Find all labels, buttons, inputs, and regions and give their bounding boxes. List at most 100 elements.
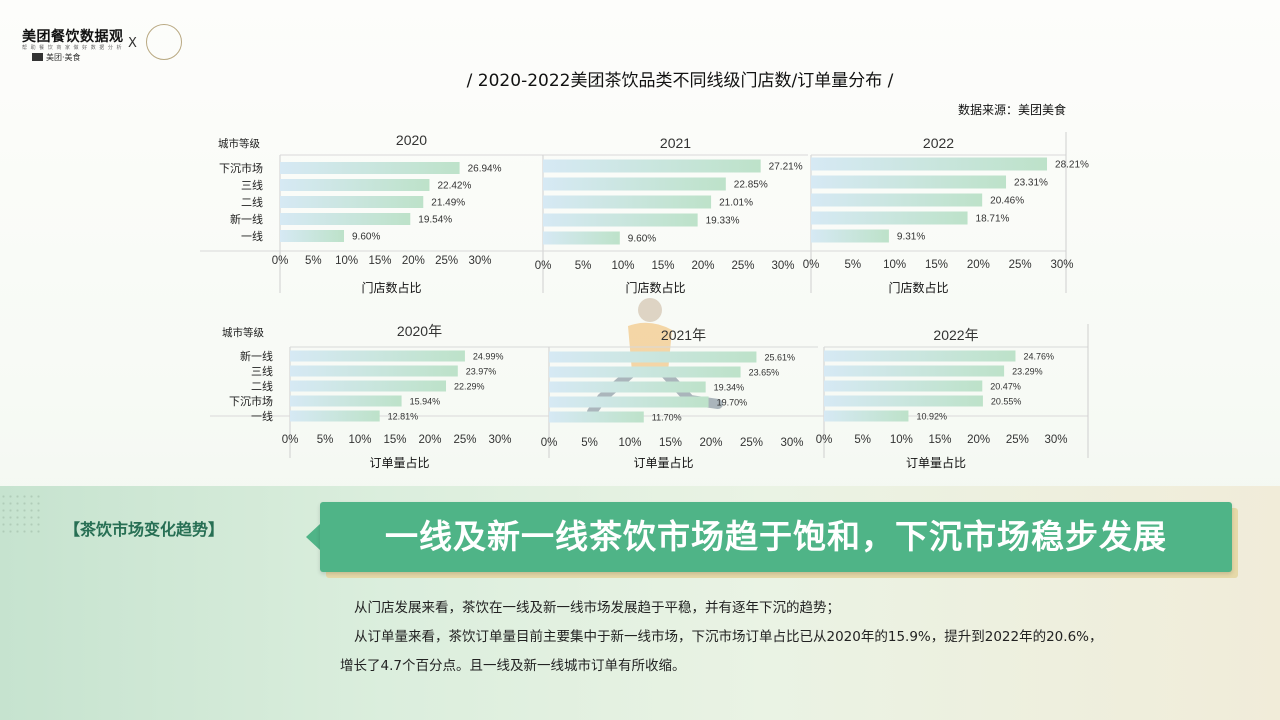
bar-三线 <box>280 179 430 191</box>
bar-二线 <box>824 380 983 392</box>
x-tick-label: 20% <box>418 434 441 446</box>
panel-title: 2022 <box>923 135 954 151</box>
bar-三线 <box>811 175 1007 189</box>
bar-下沉市场 <box>549 396 709 408</box>
x-tick-label: 5% <box>305 255 322 267</box>
bar-新一线 <box>824 350 1016 362</box>
data-label: 23.29% <box>1012 367 1043 377</box>
x-tick-label: 30% <box>468 255 491 267</box>
data-label: 22.85% <box>734 180 768 191</box>
x-tick-label: 15% <box>659 437 682 449</box>
data-label: 20.47% <box>990 382 1021 392</box>
bar-二线 <box>290 380 447 392</box>
x-tick-label: 20% <box>402 255 425 267</box>
bar-一线 <box>811 229 889 243</box>
headline-pointer <box>306 524 320 550</box>
bar-一线 <box>549 411 644 423</box>
x-tick-label: 10% <box>883 259 906 271</box>
x-tick-label: 10% <box>335 255 358 267</box>
x-tick-label: 20% <box>691 260 714 272</box>
summary-line-1: 从门店发展来看，茶饮在一线及新一线市场发展趋于平稳，并有逐年下沉的趋势； <box>354 600 840 616</box>
dot-pattern <box>0 493 42 533</box>
data-label: 15.94% <box>410 397 441 407</box>
kamen-seal-logo <box>146 24 182 60</box>
bar-一线 <box>280 230 344 242</box>
category-label: 下沉市场 <box>219 161 263 175</box>
x-tick-label: 0% <box>816 434 833 446</box>
data-label: 9.60% <box>628 234 656 245</box>
x-tick-label: 30% <box>488 434 511 446</box>
bar-三线 <box>543 177 726 191</box>
bar-一线 <box>290 410 380 422</box>
x-tick-label: 0% <box>535 260 552 272</box>
charts-canvas: 2020 城市等级 26.94% 下沉市场 22.42% 三线 21.49% 二线 19.54%… <box>200 132 1089 470</box>
bar-新一线 <box>290 350 465 362</box>
y-axis-label: 城市等级 <box>218 137 260 150</box>
bar-下沉市场 <box>811 157 1048 171</box>
x-tick-label: 25% <box>435 255 458 267</box>
panel-title: 2020年 <box>397 323 442 339</box>
data-label: 22.42% <box>437 181 471 192</box>
category-label: 新一线 <box>240 349 273 363</box>
category-label: 一线 <box>251 409 273 423</box>
summary-line-3: 增长了4.7个百分点。且一线及新一线城市订单有所收缩。 <box>340 658 686 674</box>
x-axis-label: 门店数占比 <box>361 280 421 295</box>
bar-新一线 <box>280 213 411 225</box>
data-label: 19.34% <box>714 383 745 393</box>
x-tick-label: 20% <box>967 434 990 446</box>
data-label: 27.21% <box>769 162 803 173</box>
x-axis-label: 订单量占比 <box>906 455 966 470</box>
data-label: 26.94% <box>468 164 502 175</box>
category-label: 下沉市场 <box>229 394 273 408</box>
data-label: 23.31% <box>1014 178 1048 189</box>
panel-title: 2022年 <box>933 327 978 343</box>
bar-下沉市场 <box>290 395 402 407</box>
bar-下沉市场 <box>824 395 983 407</box>
bar-二线 <box>811 193 983 207</box>
data-label: 23.97% <box>466 367 497 377</box>
panel-title: 2021 <box>660 135 691 151</box>
x-tick-label: 25% <box>453 434 476 446</box>
x-tick-label: 5% <box>845 259 862 271</box>
data-label: 28.21% <box>1055 160 1089 171</box>
headline-text: 一线及新一线茶饮市场趋于饱和，下沉市场稳步发展 <box>385 517 1167 556</box>
x-axis-label: 订单量占比 <box>369 455 429 470</box>
x-tick-label: 10% <box>890 434 913 446</box>
meituan-food-label: 美团·美食 <box>46 53 81 62</box>
x-axis-label: 门店数占比 <box>625 280 685 295</box>
data-label: 11.70% <box>652 413 682 423</box>
data-label: 21.01% <box>719 198 753 209</box>
y-axis-label: 城市等级 <box>222 326 264 339</box>
x-tick-label: 0% <box>272 255 289 267</box>
x-tick-label: 30% <box>771 260 794 272</box>
bar-一线 <box>543 231 620 245</box>
data-label: 19.54% <box>418 215 452 226</box>
x-tick-label: 10% <box>348 434 371 446</box>
summary-text: 从门店发展来看，茶饮在一线及新一线市场发展趋于平稳，并有逐年下沉的趋势； 从订单… <box>340 594 1220 681</box>
data-label: 24.76% <box>1023 352 1054 362</box>
x-tick-label: 0% <box>541 437 558 449</box>
bar-新一线 <box>811 211 968 225</box>
category-label: 三线 <box>251 364 273 378</box>
page-title: / 2020-2022美团茶饮品类不同线级门店数/订单量分布 / <box>466 71 894 91</box>
bar-下沉市场 <box>543 159 761 173</box>
category-label: 二线 <box>241 195 263 209</box>
x-tick-label: 25% <box>731 260 754 272</box>
data-label: 10.92% <box>916 412 947 422</box>
data-label: 21.49% <box>431 198 465 209</box>
data-label: 20.55% <box>991 397 1022 407</box>
x-tick-label: 15% <box>651 260 674 272</box>
data-label: 24.99% <box>473 352 504 362</box>
data-label: 23.65% <box>749 368 780 378</box>
panel-title: 2020 <box>396 132 427 148</box>
x-tick-label: 30% <box>1050 259 1073 271</box>
x-tick-label: 20% <box>967 259 990 271</box>
data-label: 12.81% <box>388 412 419 422</box>
section-tag: 【茶饮市场变化趋势】 <box>64 520 225 539</box>
panel-title: 2021年 <box>661 327 706 343</box>
x-tick-label: 0% <box>803 259 820 271</box>
x-tick-label: 30% <box>1044 434 1067 446</box>
brand-name: 美团餐饮数据观 <box>22 29 124 45</box>
category-label: 三线 <box>241 178 263 192</box>
x-tick-label: 30% <box>780 437 803 449</box>
